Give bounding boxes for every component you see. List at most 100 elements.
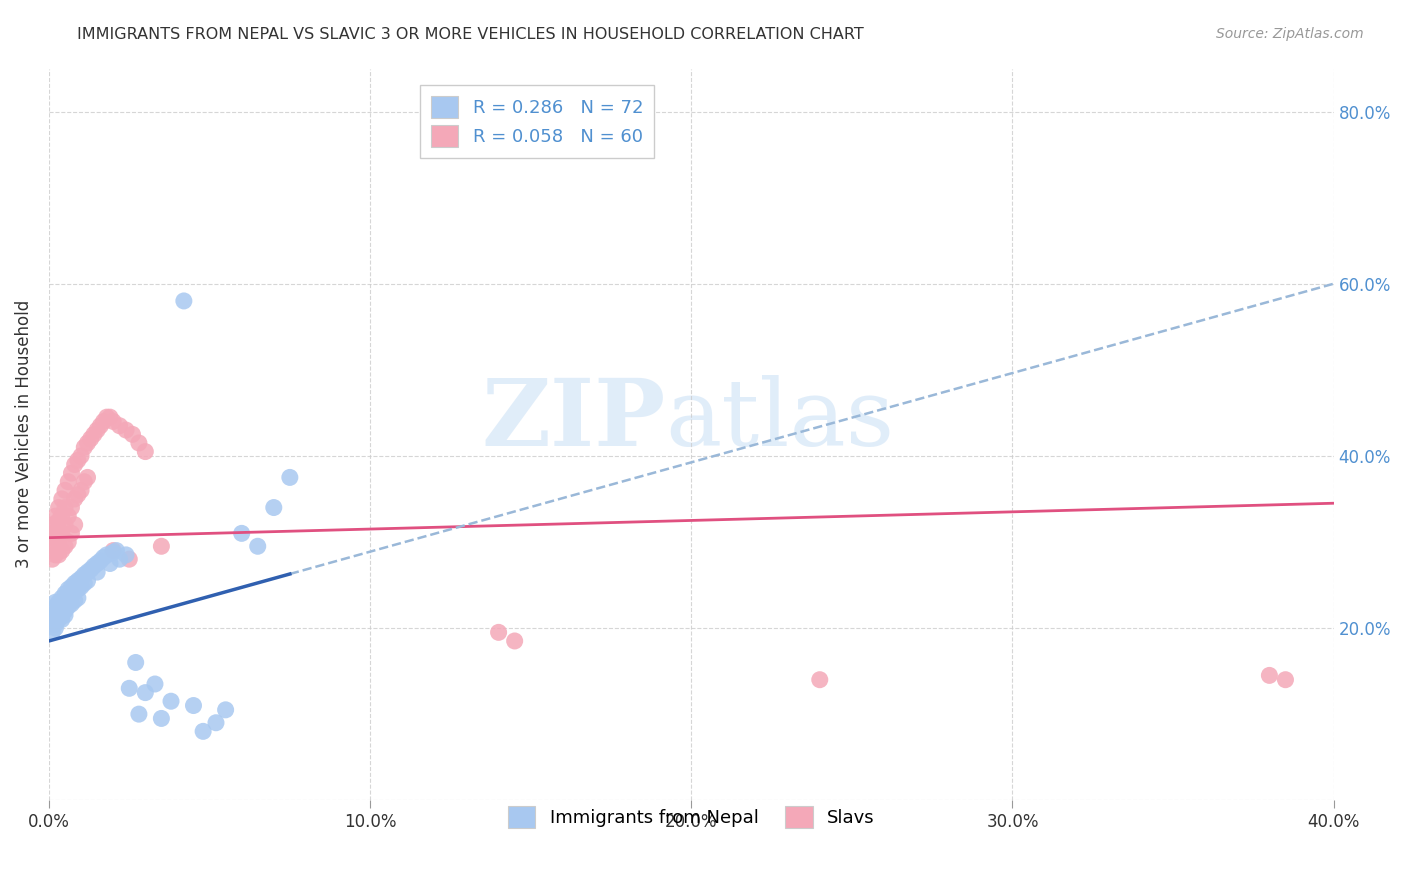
Point [51, 608, 73, 623]
Point [143, 677, 166, 691]
Point [44, 526, 66, 541]
Point [1258, 668, 1281, 682]
Point [70, 571, 93, 585]
Text: ZIP: ZIP [481, 375, 665, 465]
Point [89, 554, 111, 568]
Point [66, 574, 89, 588]
Point [48, 595, 70, 609]
Point [53, 597, 76, 611]
Point [183, 698, 205, 713]
Point [44, 548, 66, 562]
Point [63, 517, 86, 532]
Point [118, 552, 141, 566]
Point [160, 694, 183, 708]
Point [53, 593, 76, 607]
Point [76, 436, 98, 450]
Point [51, 543, 73, 558]
Point [58, 599, 80, 614]
Point [51, 597, 73, 611]
Text: IMMIGRANTS FROM NEPAL VS SLAVIC 3 OR MORE VEHICLES IN HOUSEHOLD CORRELATION CHAR: IMMIGRANTS FROM NEPAL VS SLAVIC 3 OR MOR… [77, 27, 865, 42]
Point [70, 580, 93, 594]
Point [41, 608, 63, 623]
Point [60, 580, 83, 594]
Point [86, 423, 108, 437]
Point [63, 458, 86, 472]
Point [118, 681, 141, 696]
Point [41, 539, 63, 553]
Point [58, 535, 80, 549]
Point [58, 475, 80, 489]
Point [89, 418, 111, 433]
Text: atlas: atlas [665, 375, 894, 465]
Point [41, 625, 63, 640]
Point [53, 483, 76, 498]
Point [173, 293, 195, 308]
Point [41, 531, 63, 545]
Point [51, 491, 73, 506]
Point [93, 414, 115, 428]
Point [86, 565, 108, 579]
Point [60, 588, 83, 602]
Point [53, 586, 76, 600]
Point [115, 423, 138, 437]
Point [58, 591, 80, 605]
Point [60, 466, 83, 480]
Point [191, 724, 214, 739]
Point [73, 440, 96, 454]
Point [205, 715, 228, 730]
Point [48, 535, 70, 549]
Point [263, 500, 285, 515]
Point [48, 513, 70, 527]
Point [125, 656, 148, 670]
Point [83, 427, 105, 442]
Point [93, 550, 115, 565]
Point [53, 608, 76, 623]
Point [44, 595, 66, 609]
Point [63, 491, 86, 506]
Legend: Immigrants from Nepal, Slavs: Immigrants from Nepal, Slavs [501, 798, 882, 835]
Point [80, 562, 103, 576]
Point [66, 488, 89, 502]
Point [51, 612, 73, 626]
Point [808, 673, 831, 687]
Point [53, 517, 76, 532]
Point [231, 526, 253, 541]
Point [44, 616, 66, 631]
Point [48, 500, 70, 515]
Point [76, 574, 98, 588]
Point [98, 410, 121, 425]
Point [278, 470, 301, 484]
Point [108, 418, 131, 433]
Point [121, 427, 143, 442]
Point [44, 522, 66, 536]
Point [1274, 673, 1296, 687]
Point [150, 711, 173, 725]
Point [53, 539, 76, 553]
Point [488, 625, 510, 640]
Point [214, 703, 236, 717]
Point [44, 608, 66, 623]
Point [134, 685, 156, 699]
Point [73, 576, 96, 591]
Point [70, 483, 93, 498]
Point [66, 453, 89, 467]
Point [66, 591, 89, 605]
Point [134, 444, 156, 458]
Point [48, 606, 70, 620]
Point [103, 414, 125, 428]
Point [41, 616, 63, 631]
Point [73, 475, 96, 489]
Point [48, 522, 70, 536]
Point [105, 543, 128, 558]
Point [60, 597, 83, 611]
Point [58, 595, 80, 609]
Point [48, 548, 70, 562]
Point [108, 552, 131, 566]
Point [44, 621, 66, 635]
Point [63, 585, 86, 599]
Point [503, 634, 526, 648]
Point [98, 557, 121, 571]
Point [48, 599, 70, 614]
Point [48, 604, 70, 618]
Y-axis label: 3 or more Vehicles in Household: 3 or more Vehicles in Household [15, 301, 32, 568]
